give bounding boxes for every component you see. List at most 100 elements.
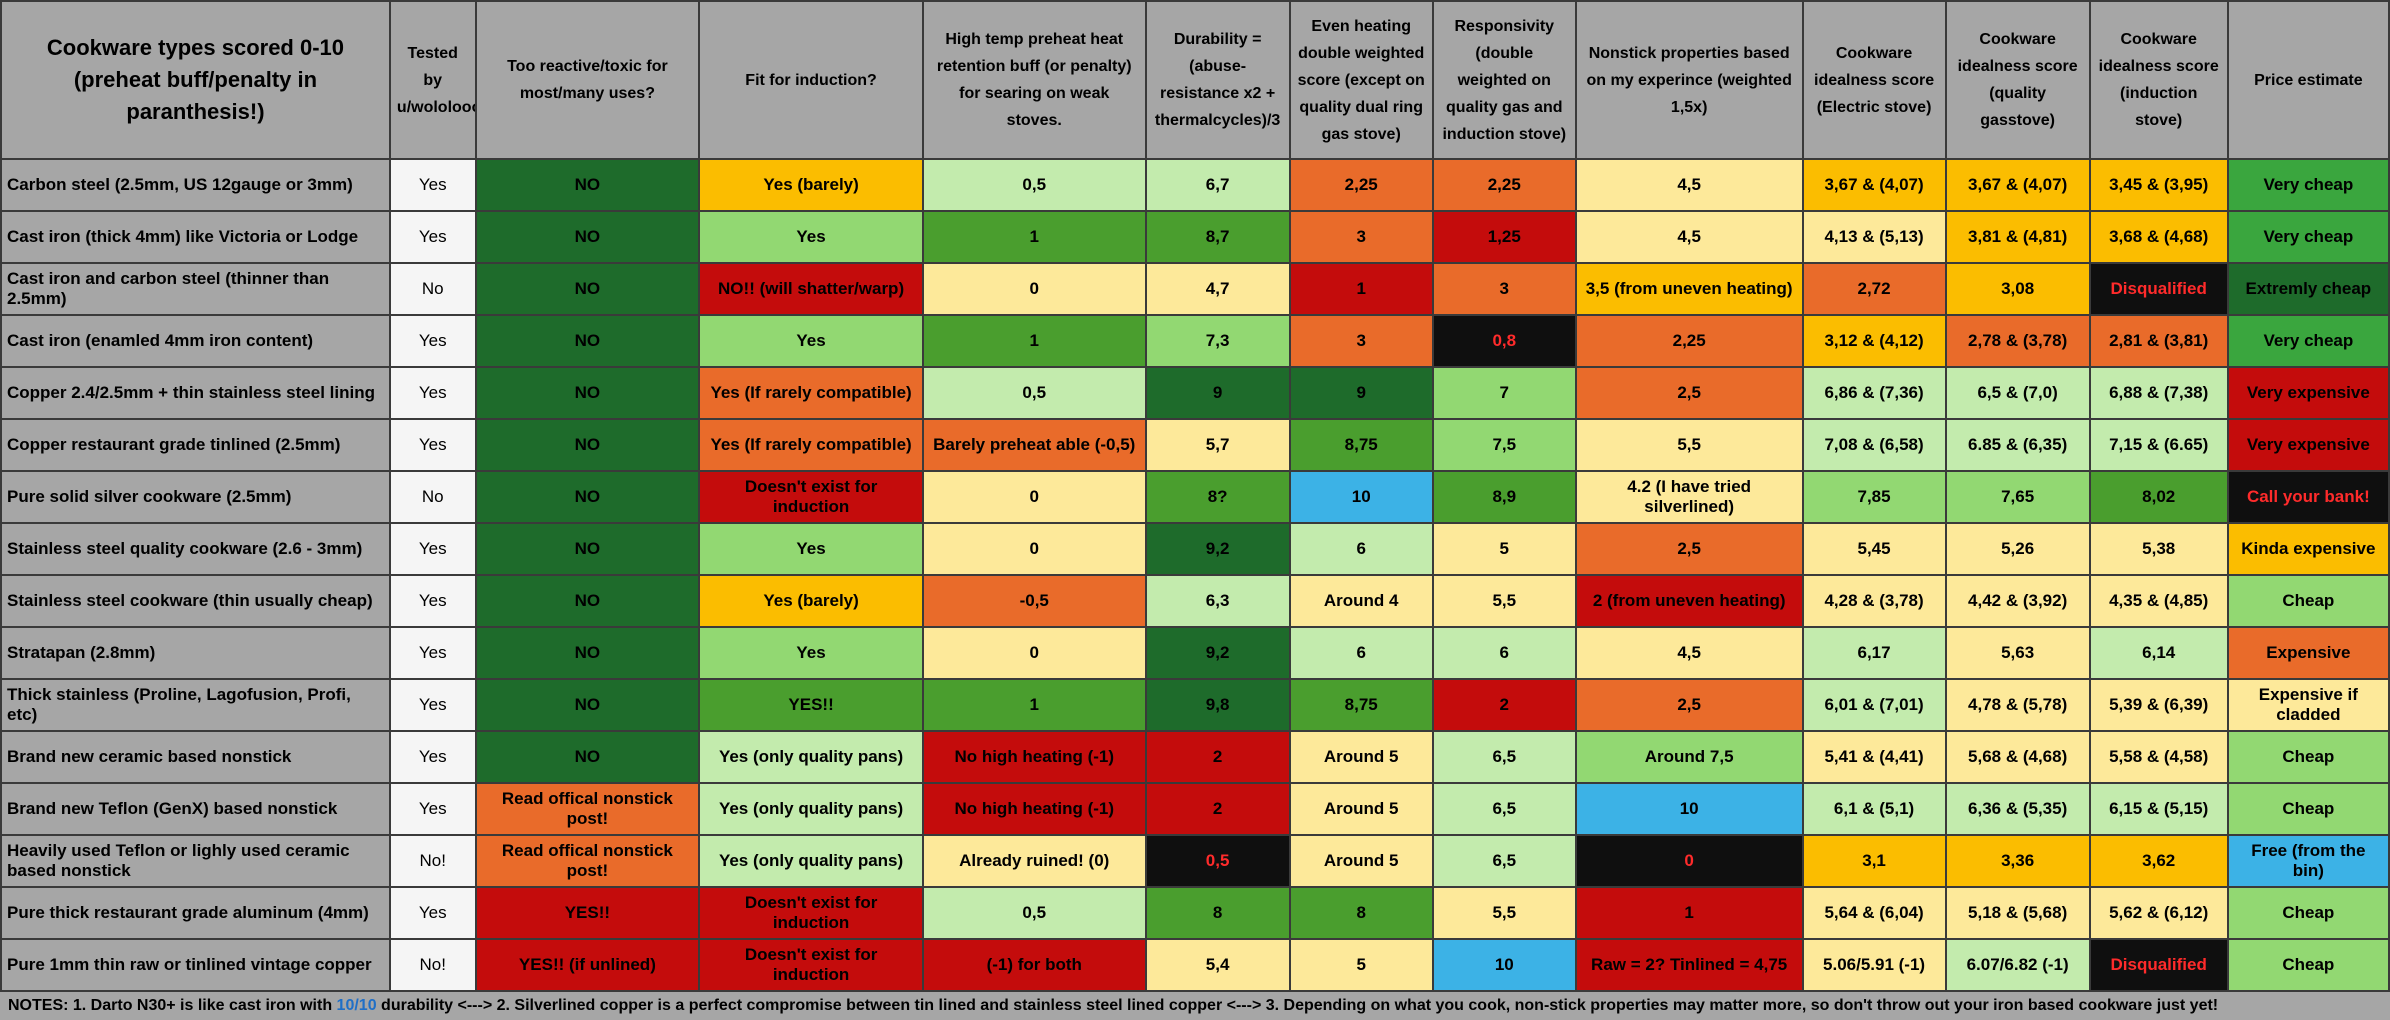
responsivity-cell[interactable]: 6,5: [1431, 834, 1577, 888]
tested-cell[interactable]: Yes: [388, 418, 477, 472]
even-heating-cell[interactable]: 5: [1288, 938, 1434, 992]
responsivity-cell[interactable]: 3: [1431, 262, 1577, 316]
header-reactive-toxic[interactable]: Too reactive/toxic for most/many uses?: [474, 0, 701, 160]
price-cell[interactable]: Very cheap: [2226, 314, 2390, 368]
header-price-estimate[interactable]: Price estimate: [2226, 0, 2390, 160]
responsivity-cell[interactable]: 6,5: [1431, 782, 1577, 836]
score-electric-cell[interactable]: 6,17: [1801, 626, 1947, 680]
tested-cell[interactable]: Yes: [388, 522, 477, 576]
price-cell[interactable]: Expensive if cladded: [2226, 678, 2390, 732]
preheat-cell[interactable]: No high heating (-1): [921, 782, 1147, 836]
cookware-name-cell[interactable]: Stratapan (2.8mm): [0, 626, 391, 680]
cookware-name-cell[interactable]: Thick stainless (Proline, Lagofusion, Pr…: [0, 678, 391, 732]
header-durability[interactable]: Durability = (abuse-resistance x2 + ther…: [1144, 0, 1291, 160]
score-electric-cell[interactable]: 3,67 & (4,07): [1801, 158, 1947, 212]
responsivity-cell[interactable]: 2: [1431, 678, 1577, 732]
responsivity-cell[interactable]: 8,9: [1431, 470, 1577, 524]
reactive-cell[interactable]: NO: [474, 210, 701, 264]
score-induction-cell[interactable]: 5,39 & (6,39): [2088, 678, 2229, 732]
score-gas-cell[interactable]: 5,18 & (5,68): [1944, 886, 2091, 940]
even-heating-cell[interactable]: 10: [1288, 470, 1434, 524]
score-induction-cell[interactable]: 7,15 & (6.65): [2088, 418, 2229, 472]
score-electric-cell[interactable]: 3,1: [1801, 834, 1947, 888]
preheat-cell[interactable]: Already ruined! (0): [921, 834, 1147, 888]
preheat-cell[interactable]: 0: [921, 626, 1147, 680]
score-gas-cell[interactable]: 6.85 & (6,35): [1944, 418, 2091, 472]
price-cell[interactable]: Cheap: [2226, 574, 2390, 628]
score-electric-cell[interactable]: 6,1 & (5,1): [1801, 782, 1947, 836]
durability-cell[interactable]: 8?: [1144, 470, 1291, 524]
even-heating-cell[interactable]: Around 5: [1288, 730, 1434, 784]
score-induction-cell[interactable]: 5,62 & (6,12): [2088, 886, 2229, 940]
induction-fit-cell[interactable]: NO!! (will shatter/warp): [698, 262, 924, 316]
nonstick-cell[interactable]: 4,5: [1574, 210, 1804, 264]
cookware-name-cell[interactable]: Pure thick restaurant grade aluminum (4m…: [0, 886, 391, 940]
durability-cell[interactable]: 0,5: [1144, 834, 1291, 888]
tested-cell[interactable]: No: [388, 470, 477, 524]
preheat-cell[interactable]: 0,5: [921, 886, 1147, 940]
price-cell[interactable]: Very expensive: [2226, 366, 2390, 420]
even-heating-cell[interactable]: 2,25: [1288, 158, 1434, 212]
tested-cell[interactable]: Yes: [388, 158, 477, 212]
cookware-name-cell[interactable]: Brand new ceramic based nonstick: [0, 730, 391, 784]
nonstick-cell[interactable]: 2,5: [1574, 366, 1804, 420]
nonstick-cell[interactable]: 4.2 (I have tried silverlined): [1574, 470, 1804, 524]
durability-cell[interactable]: 6,7: [1144, 158, 1291, 212]
reactive-cell[interactable]: Read offical nonstick post!: [474, 782, 701, 836]
induction-fit-cell[interactable]: Doesn't exist for induction: [698, 886, 924, 940]
tested-cell[interactable]: Yes: [388, 730, 477, 784]
durability-cell[interactable]: 5,4: [1144, 938, 1291, 992]
score-induction-cell[interactable]: 5,38: [2088, 522, 2229, 576]
preheat-cell[interactable]: No high heating (-1): [921, 730, 1147, 784]
even-heating-cell[interactable]: 8,75: [1288, 678, 1434, 732]
price-cell[interactable]: Extremly cheap: [2226, 262, 2390, 316]
responsivity-cell[interactable]: 6,5: [1431, 730, 1577, 784]
durability-cell[interactable]: 8: [1144, 886, 1291, 940]
cookware-name-cell[interactable]: Stainless steel quality cookware (2.6 - …: [0, 522, 391, 576]
responsivity-cell[interactable]: 7: [1431, 366, 1577, 420]
tested-cell[interactable]: Yes: [388, 782, 477, 836]
induction-fit-cell[interactable]: Yes (If rarely compatible): [698, 418, 924, 472]
score-induction-cell[interactable]: 5,58 & (4,58): [2088, 730, 2229, 784]
cookware-name-cell[interactable]: Pure 1mm thin raw or tinlined vintage co…: [0, 938, 391, 992]
tested-cell[interactable]: Yes: [388, 210, 477, 264]
header-even-heating[interactable]: Even heating double weighted score (exce…: [1288, 0, 1434, 160]
tested-cell[interactable]: Yes: [388, 678, 477, 732]
cookware-name-cell[interactable]: Pure solid silver cookware (2.5mm): [0, 470, 391, 524]
induction-fit-cell[interactable]: Yes: [698, 522, 924, 576]
preheat-cell[interactable]: 0: [921, 262, 1147, 316]
induction-fit-cell[interactable]: Yes (only quality pans): [698, 730, 924, 784]
score-electric-cell[interactable]: 5,45: [1801, 522, 1947, 576]
preheat-cell[interactable]: (-1) for both: [921, 938, 1147, 992]
induction-fit-cell[interactable]: Yes: [698, 626, 924, 680]
even-heating-cell[interactable]: 9: [1288, 366, 1434, 420]
price-cell[interactable]: Kinda expensive: [2226, 522, 2390, 576]
even-heating-cell[interactable]: 3: [1288, 314, 1434, 368]
tested-cell[interactable]: No: [388, 262, 477, 316]
reactive-cell[interactable]: NO: [474, 158, 701, 212]
responsivity-cell[interactable]: 0,8: [1431, 314, 1577, 368]
nonstick-cell[interactable]: 1: [1574, 886, 1804, 940]
header-score-induction[interactable]: Cookware idealness score (induction stov…: [2088, 0, 2229, 160]
preheat-cell[interactable]: 1: [921, 314, 1147, 368]
score-electric-cell[interactable]: 7,08 & (6,58): [1801, 418, 1947, 472]
score-electric-cell[interactable]: 6,86 & (7,36): [1801, 366, 1947, 420]
induction-fit-cell[interactable]: Yes (only quality pans): [698, 834, 924, 888]
tested-cell[interactable]: Yes: [388, 574, 477, 628]
reactive-cell[interactable]: Read offical nonstick post!: [474, 834, 701, 888]
score-gas-cell[interactable]: 5,63: [1944, 626, 2091, 680]
price-cell[interactable]: Free (from the bin): [2226, 834, 2390, 888]
preheat-cell[interactable]: 0: [921, 522, 1147, 576]
tested-cell[interactable]: Yes: [388, 366, 477, 420]
nonstick-cell[interactable]: 2,25: [1574, 314, 1804, 368]
durability-cell[interactable]: 7,3: [1144, 314, 1291, 368]
durability-cell[interactable]: 5,7: [1144, 418, 1291, 472]
even-heating-cell[interactable]: 8,75: [1288, 418, 1434, 472]
responsivity-cell[interactable]: 7,5: [1431, 418, 1577, 472]
price-cell[interactable]: Cheap: [2226, 886, 2390, 940]
durability-cell[interactable]: 2: [1144, 782, 1291, 836]
cookware-name-cell[interactable]: Carbon steel (2.5mm, US 12gauge or 3mm): [0, 158, 391, 212]
score-induction-cell[interactable]: Disqualified: [2088, 938, 2229, 992]
induction-fit-cell[interactable]: Yes (barely): [698, 158, 924, 212]
durability-cell[interactable]: 9,2: [1144, 626, 1291, 680]
